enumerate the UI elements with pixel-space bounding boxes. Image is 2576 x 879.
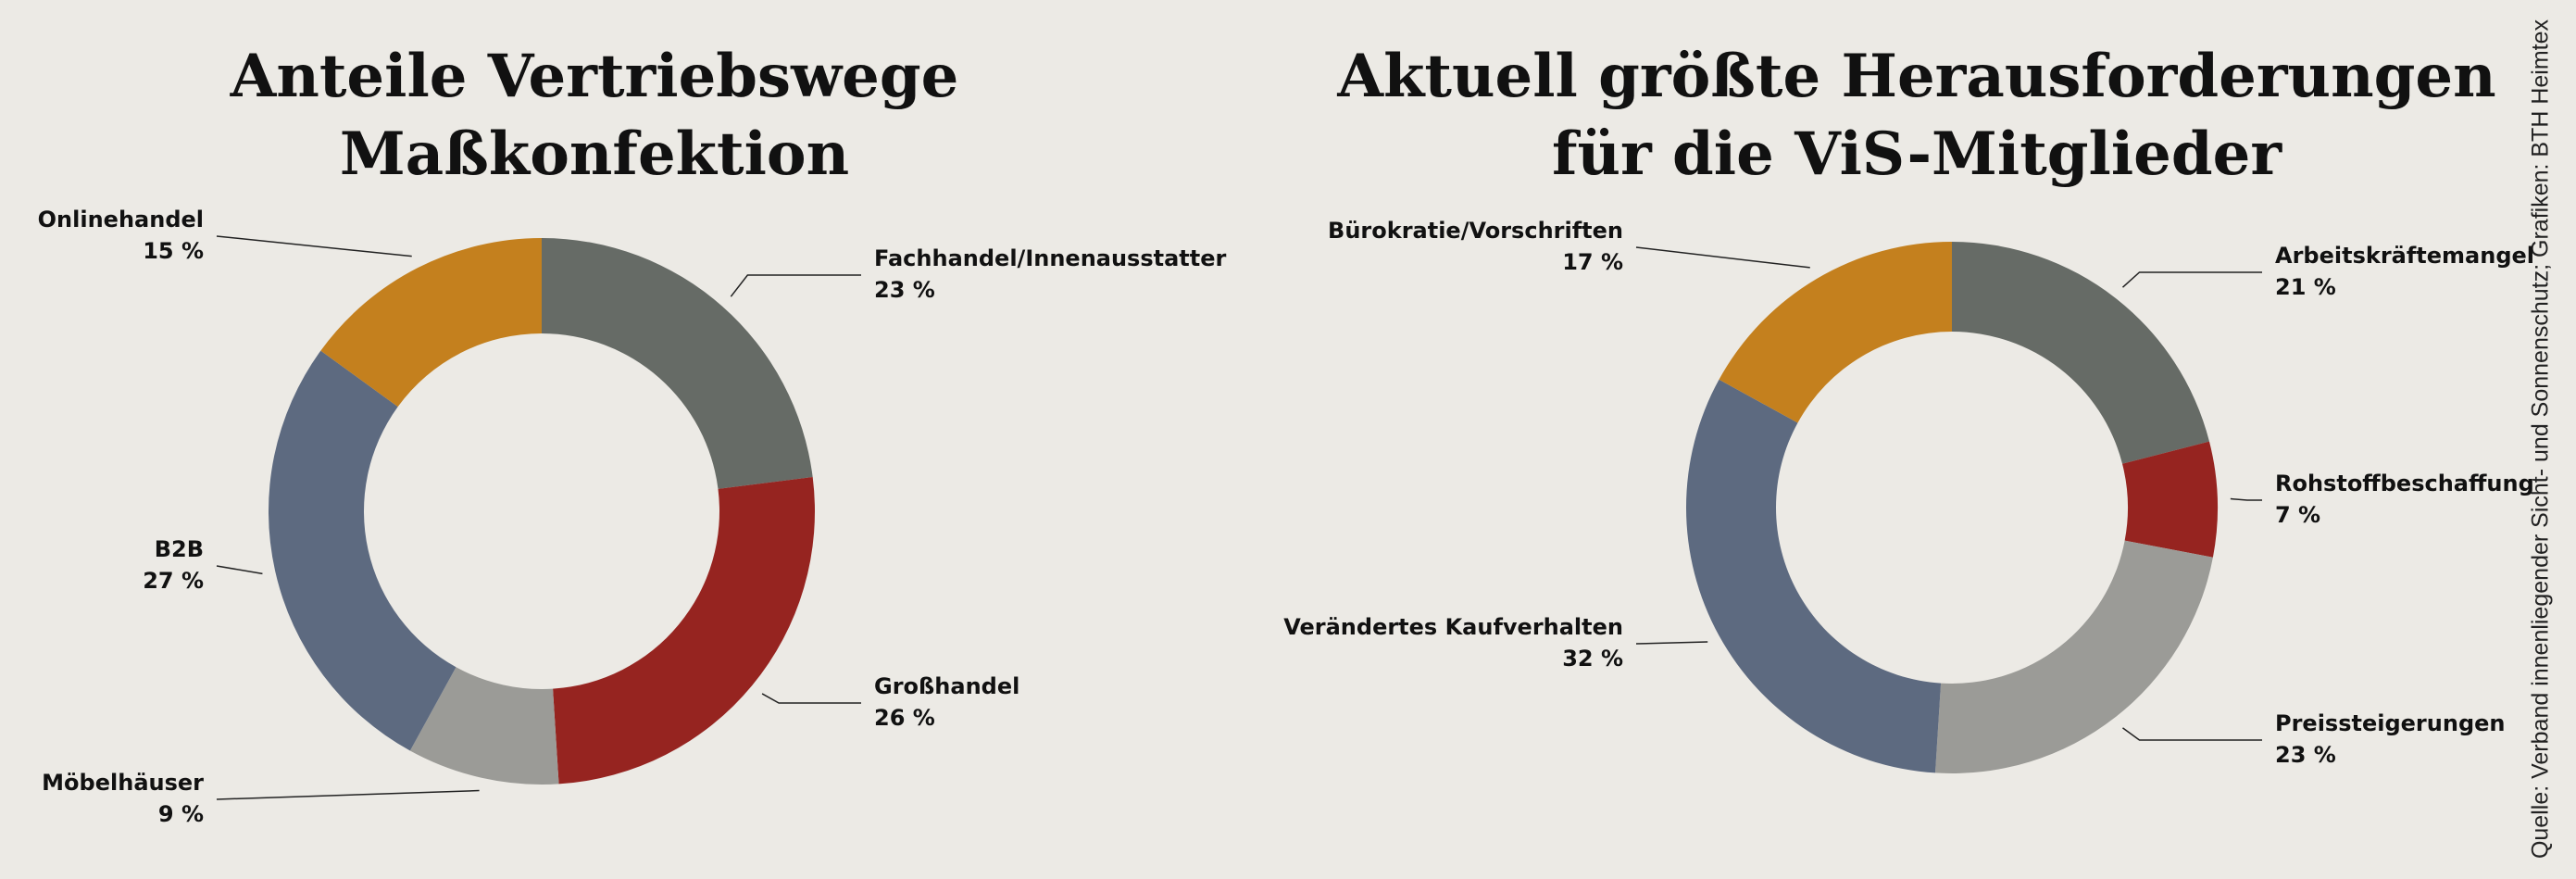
value-label: 32 % (1562, 646, 1623, 672)
leader-line (761, 693, 861, 704)
value-label: 17 % (1562, 249, 1623, 275)
value-label: 15 % (143, 238, 204, 264)
donut-segment (1934, 540, 2213, 773)
category-label: Preissteigerungen (2275, 710, 2505, 736)
donut-segment (553, 477, 815, 785)
category-label: B2B (155, 536, 204, 562)
category-label: Rohstoffbeschaffung (2275, 471, 2534, 496)
chart-title: Anteile Vertriebswege Maßkonfektion (230, 42, 959, 189)
value-label: 23 % (2275, 742, 2336, 768)
leader-line (216, 235, 412, 257)
category-label: Arbeitskräftemangel (2275, 243, 2534, 269)
leader-line (1635, 246, 1810, 269)
donut-segment (1719, 242, 1952, 423)
category-label: Möbelhäuser (42, 770, 204, 796)
value-label: 21 % (2275, 274, 2336, 300)
category-label: Großhandel (874, 673, 1019, 699)
source-note: Quelle: Verband innenliegender Sicht- un… (2528, 19, 2554, 859)
category-label: Onlinehandel (38, 207, 204, 232)
value-label: 9 % (158, 801, 204, 827)
leader-line (1635, 641, 1708, 645)
leader-line (2122, 727, 2262, 741)
donut-segment (2122, 441, 2218, 558)
chart-title: Aktuell größte Herausforderungen für die … (1336, 42, 2495, 189)
category-label: Fachhandel/Innenausstatter (874, 245, 1227, 271)
value-label: 23 % (874, 277, 935, 303)
category-label: Bürokratie/Vorschriften (1328, 218, 1623, 244)
donut-segment (542, 238, 813, 489)
leader-line (216, 565, 263, 575)
category-label: Verändertes Kaufverhalten (1283, 614, 1623, 640)
donut-segment (269, 350, 456, 751)
donut-segment (320, 238, 542, 408)
leader-line (216, 789, 480, 800)
donut-segment (409, 667, 559, 785)
value-label: 27 % (143, 568, 204, 594)
leader-line (730, 274, 861, 297)
leader-line (2121, 271, 2262, 288)
value-label: 26 % (874, 705, 935, 731)
donut-segment (1952, 242, 2209, 464)
donut-segment (1686, 379, 1942, 773)
leader-line (2230, 497, 2262, 501)
value-label: 7 % (2275, 502, 2320, 528)
